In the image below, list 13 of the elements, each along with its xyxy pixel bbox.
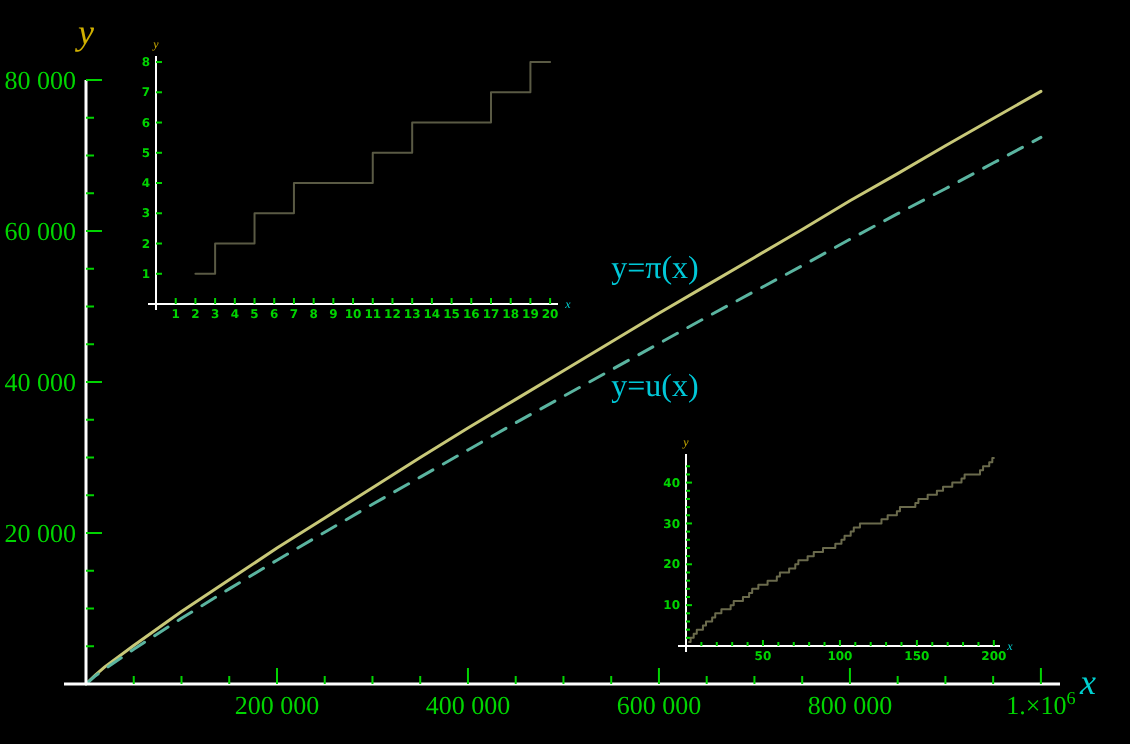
series-label: y=u(x) bbox=[611, 369, 699, 404]
x-tick-label: 800 000 bbox=[807, 690, 893, 720]
y-tick-label: 60 000 bbox=[4, 216, 76, 247]
series-label: y=π(x) bbox=[611, 251, 699, 286]
y-axis-title: y bbox=[74, 12, 94, 52]
x-tick-label: 1.×10$^{6}$ bbox=[1006, 688, 1077, 720]
y-tick-label: 20 000 bbox=[4, 518, 76, 549]
y-tick-label: 40 000 bbox=[4, 367, 76, 398]
x-tick-label: 400 000 bbox=[425, 690, 511, 720]
x-axis-title: x bbox=[1078, 662, 1096, 702]
y-tick-label: 80 000 bbox=[4, 65, 76, 96]
x-tick-label: 600 000 bbox=[616, 690, 702, 720]
x-tick-label: 200 000 bbox=[234, 690, 320, 720]
